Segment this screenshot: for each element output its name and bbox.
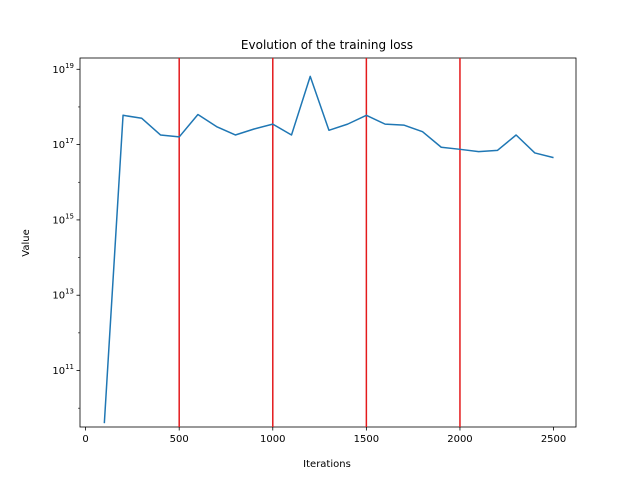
- x-tick-label: 500: [170, 434, 189, 445]
- y-tick-label: 1011: [52, 363, 74, 377]
- x-axis-ticks: 0 500 1000 1500 2000 2500: [82, 427, 566, 445]
- y-axis-ticks: 1011 1013 1015 1017 1019: [52, 62, 80, 409]
- y-axis-label: Value: [21, 229, 32, 256]
- x-axis-label: Iterations: [303, 459, 351, 470]
- y-tick-label: 1019: [52, 62, 74, 76]
- x-tick-label: 0: [82, 434, 88, 445]
- loss-series-line: [103, 75, 554, 424]
- y-tick-label: 1017: [52, 137, 74, 151]
- x-tick-label: 1000: [260, 434, 285, 445]
- x-tick-label: 2000: [447, 434, 472, 445]
- y-tick-label: 1013: [52, 288, 74, 302]
- x-tick-label: 2500: [541, 434, 566, 445]
- y-tick-label: 1015: [52, 212, 74, 226]
- chart-title: Evolution of the training loss: [241, 38, 413, 52]
- vertical-markers: [178, 58, 461, 427]
- plot-frame: [79, 57, 577, 428]
- x-tick-label: 1500: [354, 434, 379, 445]
